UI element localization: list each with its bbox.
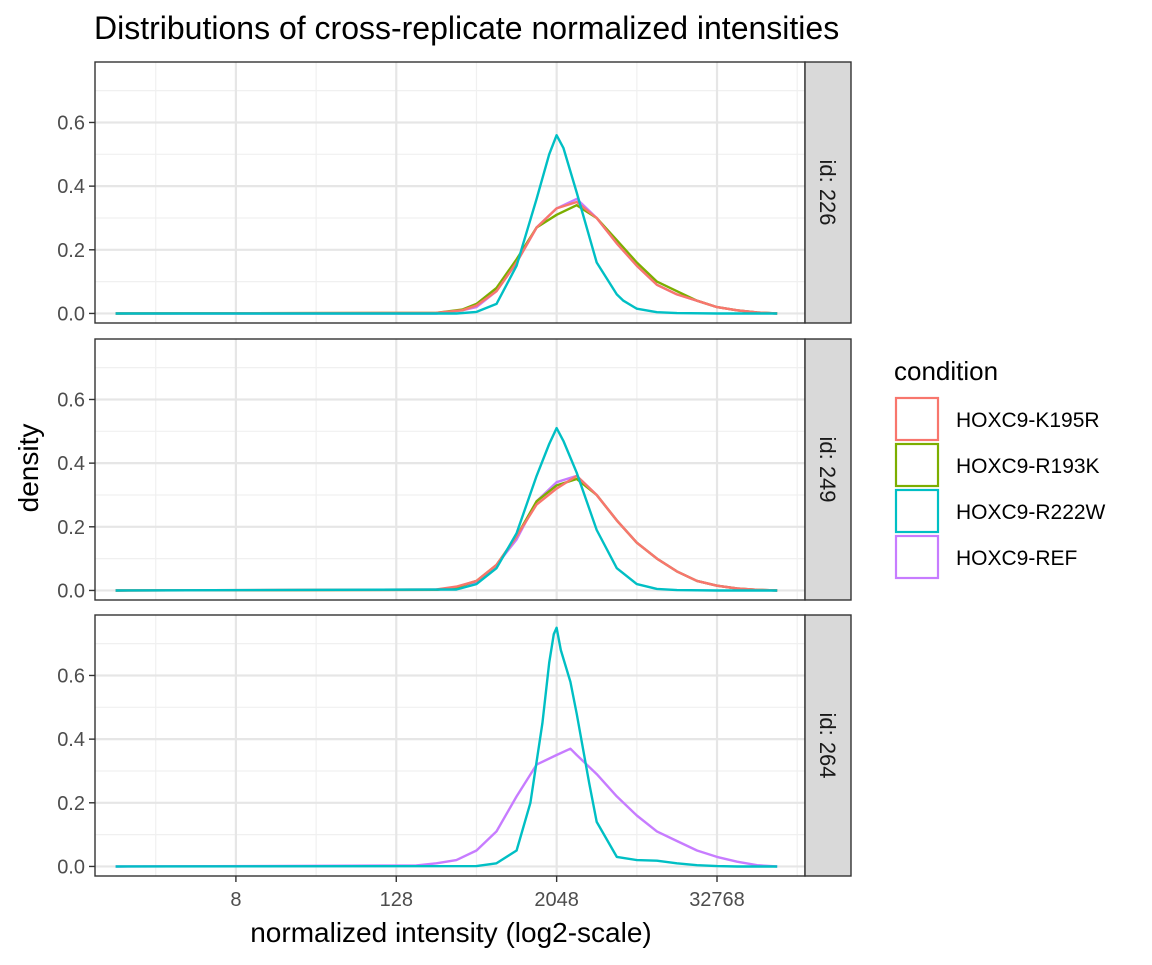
y-axis-label: density: [13, 424, 44, 513]
legend-key: [894, 534, 940, 580]
y-tick-label: 0.2: [57, 517, 85, 539]
legend-key: [894, 396, 940, 442]
y-tick-label: 0.0: [57, 856, 85, 878]
series-line: [115, 474, 778, 592]
legend-label: HOXC9-R193K: [956, 455, 1100, 478]
facet-strip: [804, 614, 852, 877]
legend-entry: HOXC9-R222W: [894, 488, 1106, 534]
facet-panel: 0.0 0.2 0.4 0.6 id: 264: [57, 614, 852, 878]
facet-strip: [804, 61, 852, 324]
y-tick-label: 0.0: [57, 303, 85, 325]
series-line: [115, 200, 778, 315]
facet-panel: 0.0 0.2 0.4 0.6 id: 249: [57, 338, 852, 602]
y-tick-label: 0.4: [57, 176, 85, 198]
x-axis: 8 128 2048 32768: [230, 876, 745, 911]
legend-label: HOXC9-K195R: [956, 409, 1100, 432]
series-line: [115, 747, 778, 868]
legend-key: [894, 488, 940, 534]
x-axis-label: normalized intensity (log2-scale): [250, 917, 652, 948]
facet-strip: [804, 338, 852, 601]
x-tick-label: 128: [380, 889, 413, 911]
series-lines: [115, 426, 778, 592]
legend-entry: HOXC9-REF: [894, 534, 1077, 580]
legend-label: HOXC9-REF: [956, 547, 1077, 570]
legend-entry: HOXC9-R193K: [894, 442, 1100, 488]
legend: condition HOXC9-K195R HOXC9-R193K HOXC9-R2…: [894, 356, 1106, 580]
y-tick-label: 0.6: [57, 112, 85, 134]
panel-background: [95, 615, 805, 876]
facet-panel: 0.0 0.2 0.4 0.6 id: 226: [57, 61, 852, 325]
x-tick-label: 32768: [689, 889, 745, 911]
legend-entry: HOXC9-K195R: [894, 396, 1100, 442]
series-line: [115, 426, 778, 592]
facet-strip-label: id: 264: [815, 712, 840, 778]
y-tick-label: 0.6: [57, 665, 85, 687]
series-line: [115, 626, 778, 868]
y-tick-label: 0.4: [57, 453, 85, 475]
legend-key: [894, 442, 940, 488]
panel-background: [95, 62, 805, 323]
facet-strip-label: id: 226: [815, 159, 840, 225]
chart-title: Distributions of cross-replicate normali…: [94, 10, 839, 46]
series-line: [115, 133, 778, 315]
legend-label: HOXC9-R222W: [956, 501, 1106, 524]
series-lines: [115, 626, 778, 868]
y-tick-label: 0.2: [57, 240, 85, 262]
legend-title: condition: [894, 356, 998, 386]
y-tick-label: 0.0: [57, 580, 85, 602]
panel-background: [95, 339, 805, 600]
x-tick-label: 8: [230, 889, 241, 911]
x-tick-label: 2048: [534, 889, 579, 911]
series-lines: [115, 133, 778, 315]
y-tick-label: 0.4: [57, 729, 85, 751]
facet-strip-label: id: 249: [815, 436, 840, 502]
y-tick-label: 0.6: [57, 389, 85, 411]
y-tick-label: 0.2: [57, 793, 85, 815]
